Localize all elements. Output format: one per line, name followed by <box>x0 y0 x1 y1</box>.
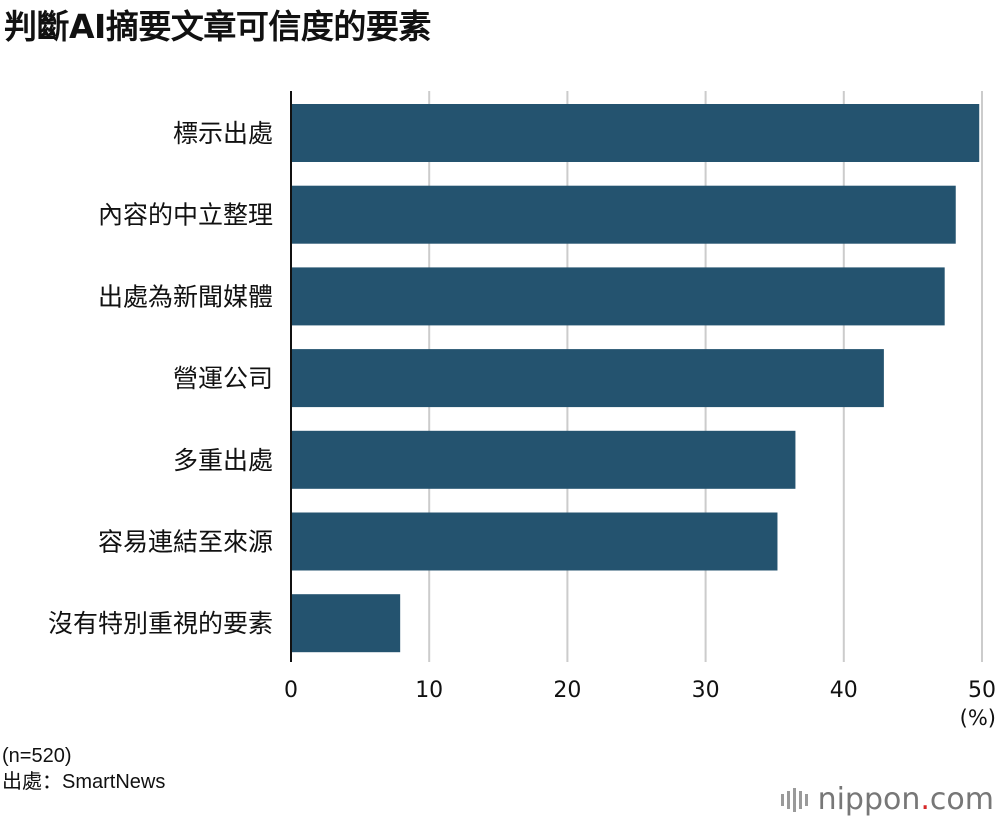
bar-chart: 標示出處內容的中立整理出處為新聞媒體營運公司多重出處容易連結至來源沒有特別重視的… <box>48 91 996 730</box>
bar-6 <box>291 512 778 571</box>
logo-text-tld: com <box>929 782 994 817</box>
nippon-logo: nippon. com <box>780 782 994 817</box>
x-tick-label-20: 20 <box>553 678 581 703</box>
x-tick-label-0: 0 <box>284 678 298 703</box>
logo-mark-icon <box>780 787 808 812</box>
category-label-5: 多重出處 <box>173 446 273 475</box>
x-tick-label-40: 40 <box>830 678 858 703</box>
bar-3 <box>291 267 945 326</box>
x-tick-label-10: 10 <box>415 678 443 703</box>
category-label-6: 容易連結至來源 <box>98 528 273 557</box>
x-tick-label-30: 30 <box>692 678 720 703</box>
bar-1 <box>291 104 980 162</box>
category-label-2: 內容的中立整理 <box>98 201 273 230</box>
category-label-7: 沒有特別重視的要素 <box>48 609 273 638</box>
chart-title: 判斷AI摘要文章可信度的要素 <box>4 7 431 46</box>
x-axis-unit: (%) <box>960 706 996 730</box>
bars <box>291 104 980 653</box>
logo-text-main: nippon <box>817 782 921 817</box>
logo-text-dot: . <box>920 782 930 817</box>
x-tick-label-50: 50 <box>968 678 996 703</box>
category-label-1: 標示出處 <box>173 119 273 148</box>
sample-size-note: (n=520) <box>2 745 72 767</box>
tick-labels: 0 10 20 30 40 50 <box>284 678 996 703</box>
category-label-4: 營運公司 <box>173 364 273 393</box>
bar-5 <box>291 430 796 489</box>
bar-2 <box>291 185 956 244</box>
category-labels: 標示出處內容的中立整理出處為新聞媒體營運公司多重出處容易連結至來源沒有特別重視的… <box>48 119 273 638</box>
category-label-3: 出處為新聞媒體 <box>98 282 273 311</box>
bar-4 <box>291 349 884 408</box>
source-note: 出處：SmartNews <box>2 771 166 793</box>
bar-7 <box>291 594 401 653</box>
